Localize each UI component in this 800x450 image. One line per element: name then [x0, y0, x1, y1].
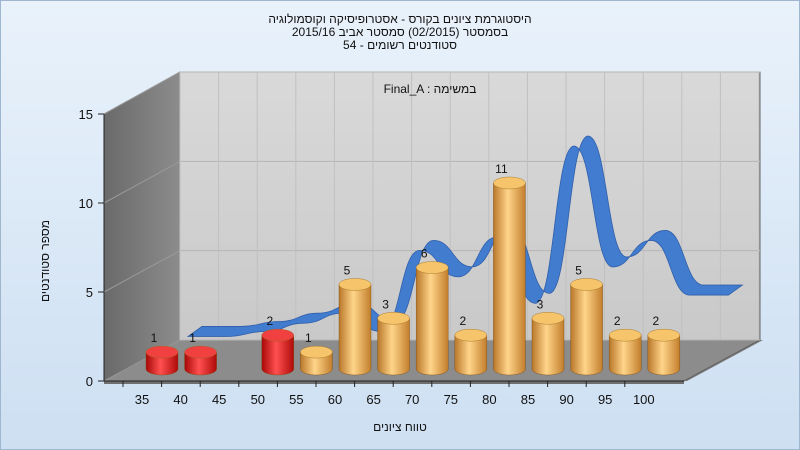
- bar-70: [416, 261, 449, 376]
- bar-75: [454, 328, 487, 376]
- bar-body: [338, 284, 372, 376]
- x-tick-label: 85: [521, 392, 535, 407]
- bar-60: [338, 278, 372, 376]
- bar-body: [531, 318, 565, 376]
- bar-value-label: 2: [614, 314, 621, 328]
- x-tick-label: 75: [444, 392, 458, 407]
- bar-body: [570, 284, 603, 376]
- bar-top: [338, 278, 372, 291]
- bar-value-label: 1: [189, 331, 196, 345]
- bar-100: [647, 328, 680, 376]
- grid-line-side: [103, 71, 181, 115]
- bar-top: [570, 278, 603, 291]
- bar-body: [300, 351, 333, 376]
- x-axis-label: טווח ציונים: [373, 420, 427, 434]
- bar-35: [145, 345, 179, 376]
- bar-body: [184, 351, 217, 376]
- bar-65: [377, 312, 410, 376]
- chart-legend: Final_A : במשימה: [383, 82, 477, 96]
- x-tick-label: 70: [405, 392, 419, 407]
- y-tick-label: 10: [79, 196, 93, 211]
- y-tick-label: 0: [86, 374, 93, 389]
- bar-body: [493, 182, 526, 376]
- x-tick-label: 80: [482, 392, 496, 407]
- x-tick-label: 100: [633, 392, 655, 407]
- chart-title-line2: בסמסטר (02/2015) סמסטר אביב 2015/16: [291, 25, 509, 39]
- bar-body: [647, 334, 680, 376]
- bar-95: [609, 328, 642, 376]
- chart-title-line3: סטודנטים רשומים - 54: [343, 38, 457, 52]
- bar-body: [609, 334, 642, 376]
- x-tick-label: 45: [212, 392, 226, 407]
- bar-top: [416, 261, 449, 274]
- bar-top: [647, 328, 680, 342]
- bar-value-label: 1: [151, 331, 158, 345]
- grid-line-side: [103, 160, 181, 204]
- bar-value-label: 5: [575, 263, 582, 277]
- bar-top: [184, 345, 217, 359]
- bar-top: [531, 312, 565, 325]
- bar-value-label: 5: [344, 263, 351, 277]
- bar-55: [300, 345, 333, 376]
- x-tick-label: 50: [251, 392, 265, 407]
- bar-50: [261, 328, 294, 376]
- bar-top: [609, 328, 642, 342]
- bar-value-label: 2: [459, 314, 466, 328]
- x-tick-label: 95: [598, 392, 612, 407]
- y-tick-label: 5: [86, 285, 93, 300]
- bar-85: [531, 312, 565, 376]
- bar-body: [416, 267, 449, 376]
- bar-top: [145, 345, 179, 359]
- bar-90: [570, 278, 603, 376]
- bars-layer: [145, 176, 680, 376]
- bar-body: [454, 334, 487, 376]
- left-wall: [103, 71, 181, 382]
- x-tick-label: 40: [173, 392, 187, 407]
- bar-value-label: 11: [495, 162, 508, 176]
- bar-40: [184, 345, 217, 376]
- bar-value-label: 2: [652, 314, 659, 328]
- x-tick-label: 65: [366, 392, 380, 407]
- floor-front-edge: [104, 381, 684, 384]
- y-tick-label: 15: [79, 107, 93, 122]
- right-edge: [684, 340, 763, 381]
- bar-value-label: 1: [305, 331, 312, 345]
- chart-title-line1: היסטוגרמת ציונים בקורס - אסטרופיסיקה וקו…: [268, 12, 532, 26]
- bar-value-label: 3: [382, 297, 389, 311]
- bar-body: [261, 334, 294, 376]
- bar-body: [377, 318, 410, 376]
- back-wall: [179, 71, 761, 341]
- bar-top: [261, 328, 294, 342]
- bar-top: [300, 345, 333, 359]
- x-tick-label: 90: [559, 392, 573, 407]
- x-tick-label: 35: [135, 392, 149, 407]
- x-tick-label: 55: [289, 392, 303, 407]
- x-tick-label: 60: [328, 392, 342, 407]
- bar-top: [454, 328, 487, 342]
- bar-top: [493, 176, 526, 190]
- bar-top: [377, 312, 410, 325]
- bar-value-label: 3: [537, 297, 544, 311]
- grid-line-side: [103, 250, 181, 293]
- bar-80: [493, 176, 526, 376]
- bar-value-label: 6: [421, 247, 428, 261]
- bar-value-label: 2: [266, 314, 273, 328]
- y-axis-label: מספר סטודנטים: [38, 219, 52, 303]
- bar-body: [145, 351, 179, 376]
